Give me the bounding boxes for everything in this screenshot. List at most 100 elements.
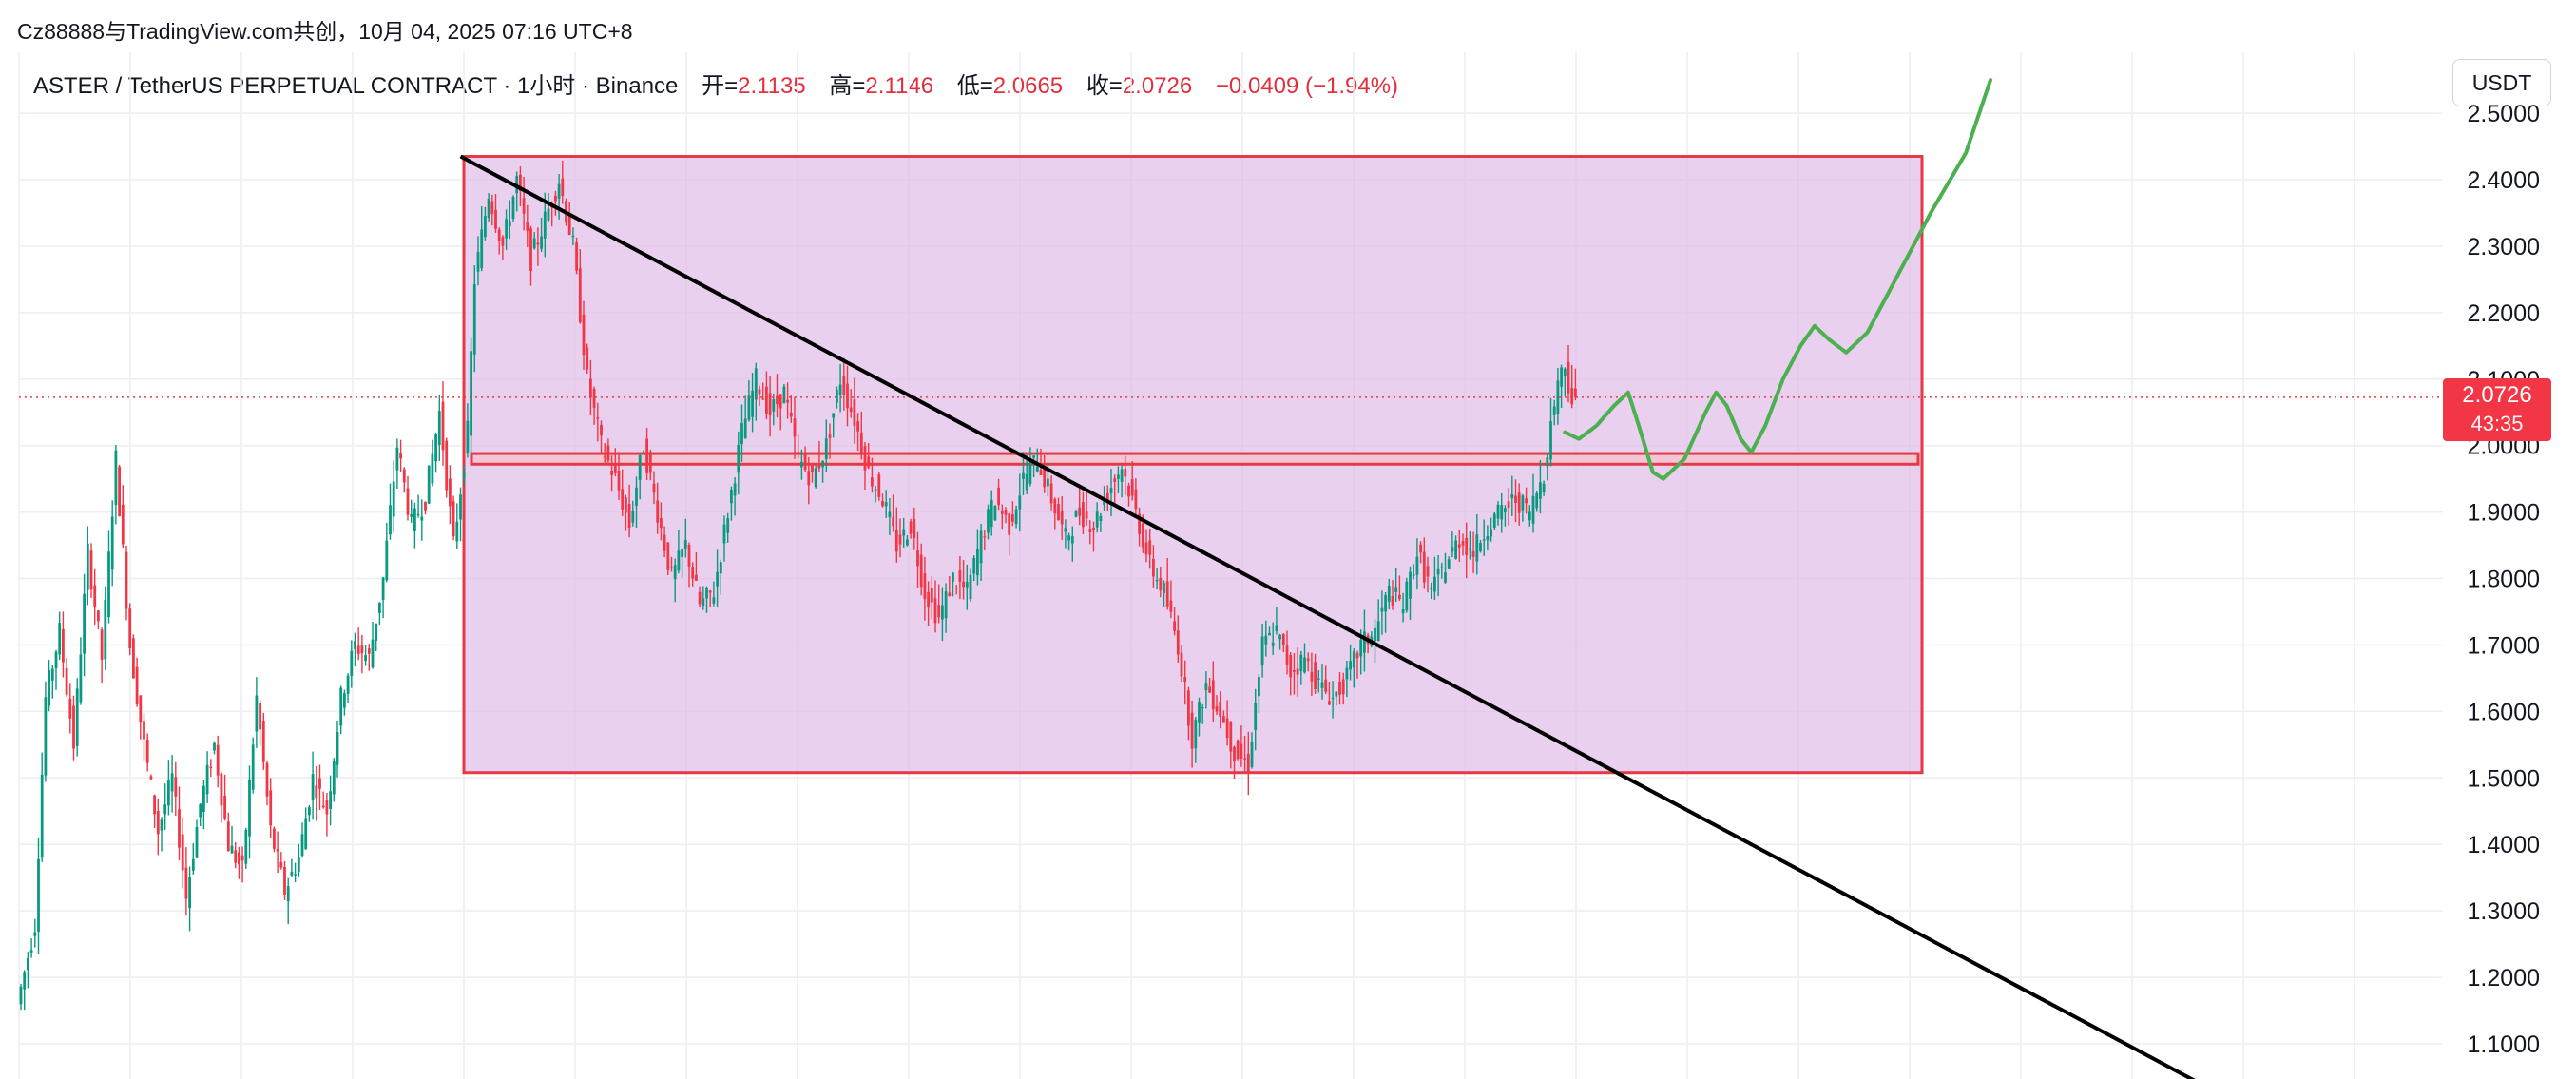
candle-body — [1082, 501, 1085, 528]
candle-body — [906, 539, 909, 546]
candle-body — [1198, 702, 1201, 723]
candle-body — [716, 571, 719, 587]
candle-body — [652, 483, 656, 493]
candle-body — [1479, 543, 1482, 552]
candle-body — [708, 590, 712, 593]
candle-body — [1236, 740, 1240, 760]
candle-body — [248, 779, 251, 837]
candle-body — [128, 608, 132, 648]
candle-body — [540, 236, 543, 249]
candle-body — [683, 540, 687, 549]
candle-body — [19, 986, 23, 1005]
candle-body — [884, 502, 888, 507]
candle-body — [691, 567, 695, 579]
candle-body — [1475, 534, 1479, 562]
candle-body — [635, 487, 638, 506]
symbol-title[interactable]: ASTER / TetherUS PERPETUAL CONTRACT · 1小… — [33, 73, 679, 99]
candle-body — [1018, 495, 1022, 510]
candle-body — [1057, 503, 1060, 521]
candle-body — [188, 877, 191, 909]
candle-body — [1250, 742, 1254, 767]
candle-body — [1331, 697, 1335, 699]
candle-body — [452, 501, 455, 536]
candle-body — [1384, 595, 1387, 612]
candle-body — [1099, 515, 1103, 521]
candle-body — [378, 602, 381, 613]
candle-body — [832, 413, 836, 418]
candle-body — [1521, 495, 1525, 511]
candle-body — [304, 818, 308, 850]
y-tick-label: 1.1000 — [2468, 1031, 2540, 1058]
candle-body — [1025, 473, 1028, 491]
low-label: 低= — [956, 73, 993, 99]
candle-body — [800, 461, 803, 468]
candle-body — [470, 351, 472, 436]
candle-body — [110, 516, 114, 570]
candle-body — [814, 468, 817, 488]
candle-body — [648, 452, 652, 473]
y-tick-label: 1.5000 — [2468, 765, 2540, 792]
candle-body — [329, 791, 332, 809]
high-label: 高= — [829, 73, 866, 99]
candle-body — [1517, 492, 1521, 513]
candle-body — [1394, 587, 1398, 592]
candle-body — [364, 655, 367, 662]
candle-body — [178, 809, 181, 848]
candle-body — [343, 693, 346, 708]
candle-body — [958, 570, 962, 582]
candle-body — [223, 795, 226, 819]
candle-body — [484, 216, 487, 238]
candle-body — [1074, 511, 1078, 517]
candle-body — [50, 668, 54, 681]
candle-body — [842, 376, 846, 395]
candle-body — [402, 469, 406, 483]
candle-body — [811, 464, 814, 472]
candle-body — [40, 775, 44, 858]
candle-body — [519, 174, 522, 191]
candle-body — [1243, 758, 1246, 760]
candle-body — [202, 785, 205, 813]
candle-body — [191, 858, 195, 871]
candle-body — [909, 521, 913, 534]
candle-body — [952, 572, 954, 582]
chart-credit: Cz88888与TradingView.com共创，10月 04, 2025 0… — [17, 19, 633, 44]
candle-body — [1317, 678, 1320, 680]
candle-body — [279, 861, 283, 868]
candle-body — [617, 470, 621, 491]
candle-body — [1542, 483, 1546, 493]
candle-body — [238, 852, 240, 865]
candle-body — [1271, 642, 1275, 646]
close-value: 2.0726 — [1122, 73, 1193, 99]
candle-body — [1457, 544, 1461, 548]
candle-body — [1008, 513, 1011, 535]
candle-body — [1144, 542, 1148, 555]
candle-body — [1165, 581, 1169, 607]
candle-body — [476, 252, 480, 272]
candle-body — [948, 592, 952, 597]
candle-body — [824, 438, 828, 459]
candle-body — [1289, 655, 1293, 678]
candle-body — [276, 848, 279, 852]
candle-body — [1275, 625, 1278, 631]
candle-body — [1004, 510, 1008, 515]
candle-body — [1419, 544, 1422, 553]
candle-body — [1285, 645, 1289, 665]
candle-body — [1507, 501, 1510, 509]
candle-body — [37, 858, 40, 933]
y-tick-label: 1.8000 — [2468, 567, 2540, 593]
candle-body — [979, 530, 983, 564]
candle-body — [586, 347, 589, 370]
candle-body — [1525, 498, 1528, 504]
candle-body — [230, 845, 234, 854]
candle-body — [1567, 361, 1570, 394]
candle-body — [987, 509, 990, 533]
candle-body — [318, 778, 321, 789]
candle-body — [1120, 469, 1124, 482]
candle-body — [381, 577, 385, 600]
change-value: −0.0409 (−1.94%) — [1215, 73, 1399, 99]
candle-body — [726, 518, 730, 533]
low-value: 2.0665 — [992, 73, 1064, 99]
candle-body — [375, 623, 378, 641]
currency-unit-button[interactable]: USDT — [2452, 59, 2551, 106]
